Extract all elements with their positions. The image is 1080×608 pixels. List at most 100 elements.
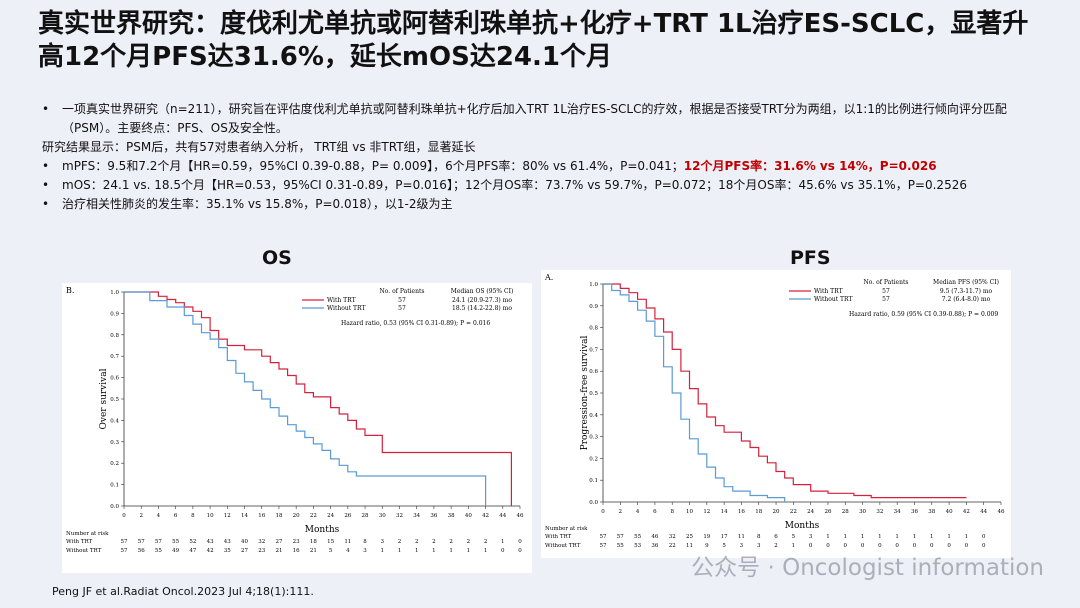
os-risk-header: Number at risk [66, 531, 109, 537]
pfs-x-axis-label: Months [785, 521, 820, 531]
watermark: 公众号 · Oncologist information [691, 555, 1044, 581]
pfs-risk-value: 3 [809, 534, 813, 540]
os-chart-container: B. 0 2 4 6 8 10 12 14 16 18 20 22 24 26 28 30 32 34 36 38 40 4… [62, 283, 532, 573]
pfs-risk-value: 0 [982, 534, 986, 540]
pfs-risk-value: 0 [826, 543, 830, 549]
os-risk-value: 49 [172, 548, 179, 554]
os-risk-value: 2 [484, 539, 488, 545]
pfs-highlight-text: 12个月PFS率：31.6% vs 14%，P=0.026 [683, 159, 937, 173]
os-risk-value: 40 [241, 539, 248, 545]
os-risk-value: 27 [275, 539, 282, 545]
pfs-series-line-without-trt [603, 283, 786, 502]
pfs-risk-value: 55 [617, 543, 624, 549]
os-x-tick-label: 16 [258, 513, 265, 519]
os-panel-title: OS [262, 247, 292, 269]
pfs-risk-value: 0 [913, 543, 917, 549]
os-risk-value: 2 [415, 539, 419, 545]
os-risk-value: 2 [467, 539, 471, 545]
page-title: 真实世界研究：度伐利尤单抗或阿替利珠单抗+化疗+TRT 1L治疗ES-SCLC，… [38, 9, 1029, 72]
pfs-km-chart: A.0 2 4 6 8 10 12 14 16 18 20 22 24 26 28 30 32 34 36 38 40 4… [544, 273, 1005, 549]
os-risk-value: 55 [172, 539, 179, 545]
os-x-axis-label: Months [305, 525, 340, 535]
os-risk-value: 5 [329, 548, 333, 554]
os-risk-value: 47 [189, 548, 196, 554]
os-legend-label: Without TRT [327, 305, 365, 312]
os-x-tick-label: 6 [174, 513, 178, 519]
os-x-tick-label: 14 [241, 513, 248, 519]
bullet-dot: • [42, 102, 50, 116]
os-x-tick-label: 22 [310, 513, 317, 519]
os-risk-value: 4 [346, 548, 350, 554]
pfs-risk-value: 8 [757, 534, 761, 540]
os-risk-value: 23 [258, 548, 265, 554]
os-risk-value: 2 [449, 539, 453, 545]
pfs-x-tick-label: 28 [842, 509, 849, 515]
pfs-risk-value: 1 [878, 534, 882, 540]
os-risk-value: 3 [363, 548, 367, 554]
os-x-tick-label: 18 [275, 513, 282, 519]
pfs-y-tick-label: 0.8 [589, 326, 598, 332]
bullet-text-pneumonitis: 治疗相关性肺炎的发生率：35.1% vs 15.8%，P=0.018），以1-2… [62, 197, 453, 211]
os-legend-header-median: Median OS (95% CI) [451, 288, 514, 295]
pfs-risk-value: 25 [686, 534, 693, 540]
pfs-result-text: mPFS：9.5和7.2个月【HR=0.59，95%CI 0.39-0.88，P… [62, 159, 684, 173]
os-risk-value: 18 [310, 539, 317, 545]
os-risk-value: 35 [224, 548, 231, 554]
pfs-risk-value: 0 [982, 543, 986, 549]
pfs-x-tick-label: 16 [738, 509, 745, 515]
pfs-risk-value: 0 [861, 543, 865, 549]
pfs-risk-value: 1 [844, 534, 848, 540]
os-risk-row-label: Without TRT [66, 548, 102, 554]
pfs-legend-n: 57 [882, 296, 890, 303]
pfs-x-tick-label: 40 [946, 509, 953, 515]
pfs-y-tick-label: 0.4 [589, 413, 598, 419]
pfs-risk-value: 0 [930, 543, 934, 549]
pfs-y-tick-label: 0.9 [589, 304, 598, 310]
os-panel-letter: B. [66, 286, 74, 295]
pfs-risk-value: 19 [703, 534, 710, 540]
os-y-tick-label: 0.6 [110, 376, 119, 382]
pfs-hazard-ratio: Hazard ratio, 0.59 (95% CI 0.39-0.88); P… [849, 311, 998, 318]
os-risk-value: 3 [381, 539, 385, 545]
os-x-tick-label: 32 [396, 513, 403, 519]
pfs-y-tick-label: 0.0 [589, 500, 598, 506]
pfs-y-tick-label: 0.7 [589, 347, 598, 353]
pfs-legend-header-median: Median PFS (95% CI) [933, 279, 999, 286]
pfs-x-tick-label: 36 [911, 509, 918, 515]
os-legend-label: With TRT [327, 297, 356, 304]
os-risk-value: 52 [189, 539, 196, 545]
pfs-risk-value: 0 [895, 543, 899, 549]
os-risk-value: 55 [155, 548, 162, 554]
pfs-legend-n: 57 [882, 288, 890, 295]
pfs-x-tick-label: 6 [653, 509, 657, 515]
pfs-risk-value: 17 [721, 534, 728, 540]
os-risk-value: 21 [310, 548, 317, 554]
os-risk-value: 43 [224, 539, 231, 545]
pfs-y-tick-label: 0.2 [589, 456, 598, 462]
pfs-x-tick-label: 24 [807, 509, 814, 515]
os-risk-value: 1 [415, 548, 419, 554]
pfs-series-line-with-trt [603, 283, 967, 499]
os-y-tick-label: 0.4 [110, 418, 119, 424]
bullet-text-pfs: mPFS：9.5和7.2个月【HR=0.59，95%CI 0.39-0.88，P… [62, 157, 1048, 176]
os-risk-value: 42 [207, 548, 214, 554]
os-risk-value: 15 [327, 539, 334, 545]
os-risk-value: 11 [344, 539, 351, 545]
pfs-y-axis-label: Progression-free survival [580, 336, 590, 451]
os-risk-value: 1 [449, 548, 453, 554]
pfs-risk-value: 3 [740, 543, 744, 549]
os-y-axis-label: Over survival [99, 368, 109, 429]
pfs-risk-value: 57 [600, 543, 607, 549]
os-y-tick-label: 0.2 [110, 461, 119, 467]
os-risk-value: 0 [518, 539, 522, 545]
bullet-dot: • [42, 197, 50, 211]
pfs-risk-value: 0 [844, 543, 848, 549]
pfs-risk-value: 53 [634, 543, 641, 549]
os-y-tick-label: 0.9 [110, 311, 119, 317]
pfs-risk-value: 22 [669, 543, 676, 549]
pfs-risk-value: 46 [651, 534, 658, 540]
os-x-tick-label: 40 [465, 513, 472, 519]
pfs-risk-value: 11 [738, 534, 745, 540]
os-x-tick-label: 36 [430, 513, 437, 519]
pfs-x-tick-label: 0 [601, 509, 605, 515]
